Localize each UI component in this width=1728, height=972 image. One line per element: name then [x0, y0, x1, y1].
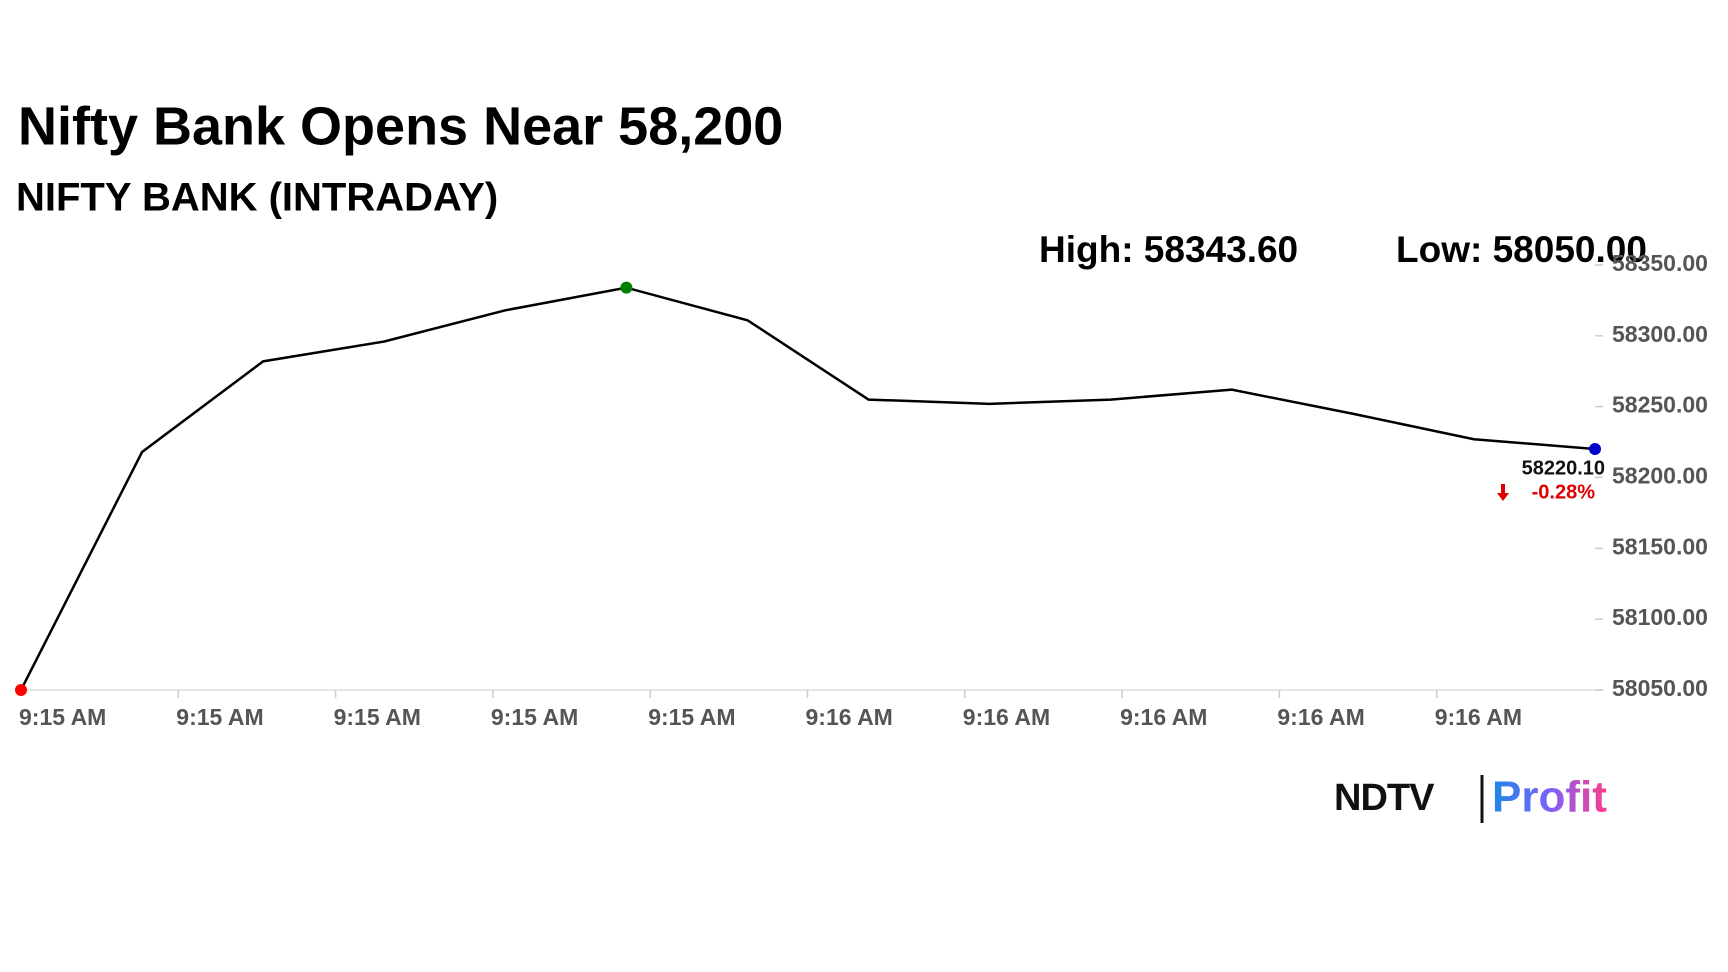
logo-brand: NDTV [1334, 777, 1435, 819]
y-tick-label: 58200.00 [1612, 463, 1708, 489]
low-label: Low: 58050.00 [1396, 229, 1647, 270]
change-label: -0.28% [1532, 481, 1596, 503]
y-tick-label: 58300.00 [1612, 321, 1708, 347]
x-tick-label: 9:15 AM [334, 704, 421, 730]
x-tick-label: 9:16 AM [1120, 704, 1207, 730]
x-tick-label: 9:15 AM [19, 704, 106, 730]
y-tick-label: 58250.00 [1612, 392, 1708, 418]
point-marker [15, 684, 27, 696]
logo: NDTV Profit [1334, 773, 1607, 823]
y-tick-label: 58150.00 [1612, 533, 1708, 559]
x-tick-label: 9:15 AM [491, 704, 578, 730]
point-marker [620, 281, 633, 294]
chart-title: Nifty Bank Opens Near 58,200 [18, 96, 783, 156]
x-tick-label: 9:15 AM [648, 704, 735, 730]
line-series [19, 286, 1596, 691]
plot-area: 9:15 AM 9:15 AM 9:15 AM 9:15 AM 9:15 AM 9:16 … [15, 250, 1708, 730]
point-marker [1589, 443, 1601, 456]
y-tick-label: 58350.00 [1612, 250, 1708, 276]
x-tick-label: 9:15 AM [176, 704, 263, 730]
logo-product: Profit [1492, 773, 1607, 822]
x-tick-label: 9:16 AM [1277, 704, 1364, 730]
high-label: High: 58343.60 [1039, 229, 1298, 270]
y-tick-label: 58050.00 [1612, 675, 1708, 701]
y-tick-label: 58100.00 [1612, 604, 1708, 630]
x-tick-label: 9:16 AM [806, 704, 893, 730]
last-value-label: 58220.10 [1522, 457, 1605, 479]
x-tick-label: 9:16 AM [1435, 704, 1522, 730]
x-tick-label: 9:16 AM [963, 704, 1050, 730]
chart-subtitle: NIFTY BANK (INTRADAY) [16, 176, 498, 220]
down-arrow [1497, 484, 1509, 502]
